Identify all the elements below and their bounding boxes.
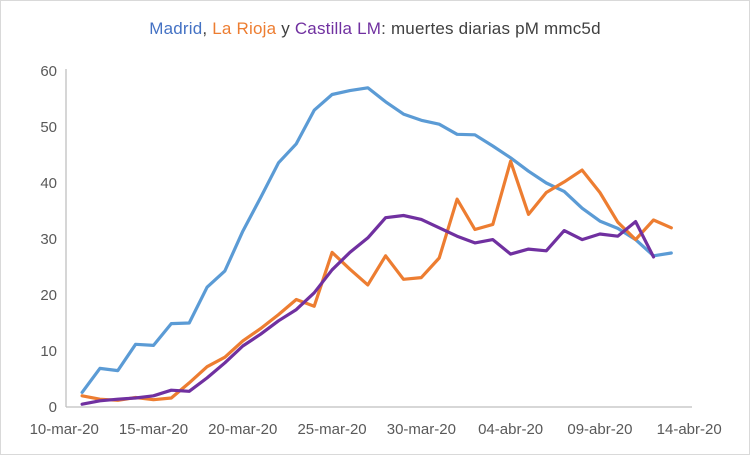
x-axis-tick-label: 25-mar-20 [297, 421, 366, 438]
chart-title-segment-4: Castilla LM [294, 19, 382, 38]
series-line-castilla-lm [80, 213, 656, 406]
series-line-madrid [80, 86, 673, 394]
chart-title-segment-1: , [202, 19, 213, 38]
x-axis-tick-label: 04-abr-20 [478, 421, 543, 438]
x-axis-tick-label: 30-mar-20 [387, 421, 456, 438]
chart-title: Madrid, La Rioja y Castilla LM: muertes … [1, 19, 749, 39]
chart-title-segment-0: Madrid [149, 19, 203, 38]
y-axis-tick-label: 0 [49, 399, 57, 416]
x-axis-tick-label: 09-abr-20 [567, 421, 632, 438]
x-axis-tick-label: 20-mar-20 [208, 421, 277, 438]
y-axis-tick-label: 40 [40, 175, 57, 192]
y-axis-tick-label: 60 [40, 63, 57, 80]
y-axis-tick-label: 30 [40, 231, 57, 248]
y-axis-tick-label: 10 [40, 343, 57, 360]
chart-title-segment-3: y [276, 19, 295, 38]
chart-title-segment-5: : muertes diarias pM mmc5d [381, 19, 601, 38]
chart-title-segment-2: La Rioja [212, 19, 277, 38]
y-axis-tick-label: 20 [40, 287, 57, 304]
series-line-la-rioja [80, 159, 673, 402]
x-axis-tick-label: 10-mar-20 [30, 421, 99, 438]
y-axis-tick-label: 50 [40, 119, 57, 136]
x-axis-tick-label: 15-mar-20 [119, 421, 188, 438]
x-axis-tick-label: 14-abr-20 [657, 421, 722, 438]
